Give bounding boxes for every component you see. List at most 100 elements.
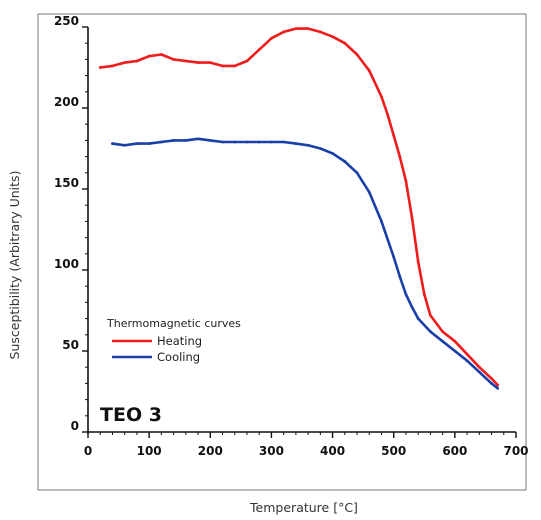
y-tick-label: 100	[54, 257, 79, 271]
data-point-heating	[294, 27, 298, 31]
plot-frame	[37, 13, 527, 491]
data-point-heating	[404, 179, 408, 183]
data-point-cooling	[294, 142, 298, 146]
data-point-heating	[257, 48, 261, 52]
data-point-cooling	[398, 275, 402, 278]
legend-label-cooling: Cooling	[157, 350, 200, 364]
legend-label-heating: Heating	[157, 334, 202, 348]
x-tick-label: 400	[320, 444, 345, 458]
data-point-heating	[496, 383, 500, 387]
data-point-cooling	[355, 171, 359, 175]
y-tick-label: 50	[62, 338, 79, 352]
data-point-cooling	[172, 139, 176, 142]
data-point-cooling	[392, 255, 396, 259]
data-point-heating	[465, 352, 469, 356]
data-point-cooling	[367, 190, 371, 194]
x-tick-label: 100	[137, 444, 162, 458]
data-point-heating	[367, 69, 371, 73]
x-axis-title: Temperature [°C]	[249, 500, 358, 515]
data-point-cooling	[221, 140, 224, 144]
legend-title: Thermomagnetic curves	[106, 317, 241, 330]
data-point-heating	[355, 53, 359, 56]
y-tick-label: 0	[71, 419, 79, 433]
y-tick-label: 250	[54, 14, 79, 28]
data-point-cooling	[380, 220, 383, 223]
data-point-cooling	[318, 147, 322, 150]
data-point-heating	[233, 64, 237, 68]
x-tick-label: 200	[198, 444, 223, 458]
data-point-heating	[392, 134, 396, 137]
data-point-heating	[147, 54, 151, 58]
data-point-heating	[386, 113, 389, 116]
data-point-cooling	[490, 382, 493, 385]
data-point-heating	[184, 59, 188, 63]
data-point-heating	[208, 61, 212, 65]
data-point-cooling	[123, 143, 127, 147]
data-point-heating	[221, 64, 224, 68]
series-line-heating	[98, 27, 500, 387]
data-point-heating	[422, 292, 426, 296]
data-point-cooling	[184, 139, 188, 142]
data-point-heating	[441, 330, 445, 333]
data-point-heating	[172, 58, 176, 61]
data-point-cooling	[343, 160, 347, 163]
data-point-cooling	[477, 370, 481, 374]
data-point-heating	[416, 260, 420, 264]
data-point-heating	[318, 30, 322, 34]
data-point-cooling	[453, 349, 457, 353]
data-point-heating	[331, 35, 334, 39]
data-point-cooling	[208, 139, 212, 142]
x-axis: 0 100 200 300 400 500 600 700	[84, 431, 529, 458]
data-point-cooling	[416, 317, 420, 320]
data-point-heating	[282, 30, 286, 34]
data-point-heating	[477, 365, 481, 369]
data-point-heating	[380, 95, 383, 99]
data-point-heating	[98, 66, 102, 69]
data-point-cooling	[159, 140, 163, 144]
data-point-cooling	[245, 140, 249, 144]
x-tick-label: 0	[84, 444, 92, 458]
x-tick-label: 600	[442, 444, 467, 458]
x-tick-label: 500	[381, 444, 406, 458]
data-point-heating	[429, 313, 432, 317]
y-tick-label: 200	[54, 95, 79, 109]
data-point-heating	[343, 41, 347, 45]
data-point-heating	[410, 216, 414, 220]
data-point-heating	[270, 36, 273, 40]
data-point-heating	[111, 64, 114, 68]
y-axis: 0 50 100 150 200 250	[54, 14, 89, 434]
data-point-heating	[245, 59, 249, 63]
data-point-cooling	[496, 386, 500, 390]
data-point-heating	[196, 61, 200, 65]
data-point-cooling	[257, 140, 261, 144]
data-point-cooling	[111, 142, 114, 146]
data-point-cooling	[404, 292, 408, 296]
data-point-heating	[490, 377, 493, 380]
data-point-cooling	[147, 142, 151, 146]
data-point-cooling	[233, 140, 237, 144]
data-point-cooling	[196, 137, 200, 141]
data-point-heating	[123, 61, 127, 65]
sample-label: TEO 3	[100, 404, 162, 426]
series-layer	[98, 27, 500, 390]
data-point-cooling	[429, 330, 432, 333]
data-point-cooling	[465, 359, 469, 363]
data-point-cooling	[331, 151, 334, 155]
data-point-heating	[135, 59, 139, 63]
data-point-cooling	[135, 142, 139, 146]
data-point-cooling	[306, 143, 310, 147]
data-point-cooling	[441, 339, 445, 343]
legend: Thermomagnetic curves Heating Cooling	[106, 317, 241, 364]
data-point-heating	[306, 27, 310, 31]
data-point-heating	[398, 155, 402, 159]
y-axis-title: Susceptibility (Arbitrary Units)	[7, 171, 22, 360]
data-point-heating	[453, 339, 457, 343]
x-tick-label: 300	[259, 444, 284, 458]
data-point-cooling	[410, 305, 414, 309]
data-point-cooling	[270, 140, 273, 144]
y-tick-label: 150	[54, 176, 79, 190]
data-point-cooling	[282, 140, 286, 144]
data-point-heating	[159, 53, 163, 56]
x-tick-label: 700	[503, 444, 528, 458]
